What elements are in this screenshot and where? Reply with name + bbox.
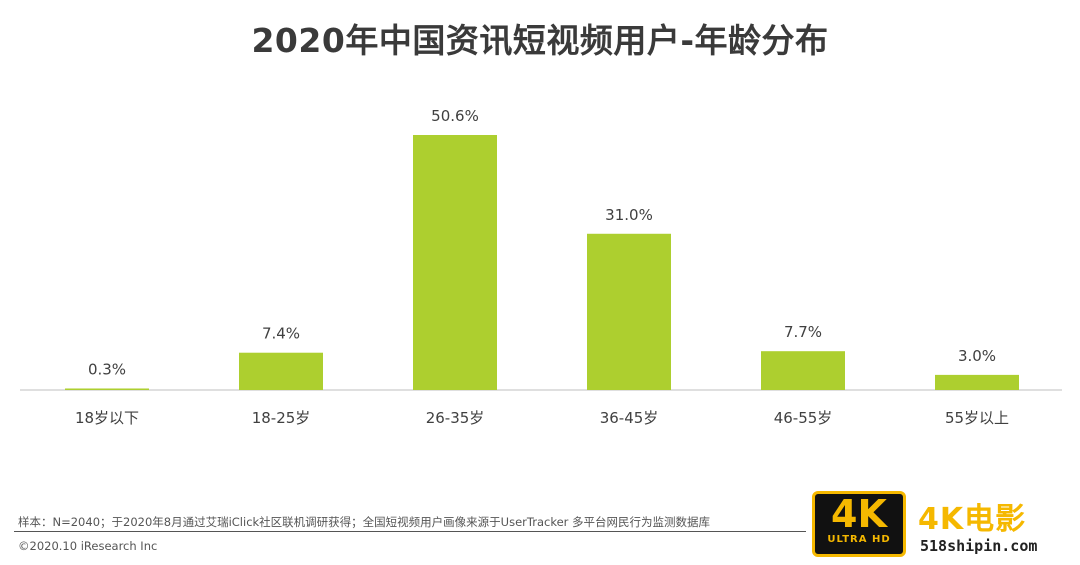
watermark-badge-small: ULTRA HD <box>827 534 891 545</box>
footnote: 样本：N=2040；于2020年8月通过艾瑞iClick社区联机调研获得；全国短… <box>18 515 711 529</box>
bar <box>935 374 1019 390</box>
watermark-badge-big: 4K <box>831 492 887 536</box>
category-label: 55岁以上 <box>945 409 1009 427</box>
category-label: 46-55岁 <box>774 409 833 427</box>
watermark-url: 518shipin.com <box>920 537 1038 555</box>
bar <box>587 233 671 390</box>
data-label: 31.0% <box>605 206 653 224</box>
footnote-divider <box>14 531 806 532</box>
bar-chart: 0.3% 18岁以下 7.4% 18-25岁 50.6% 26-35岁 31.0% 36-45… <box>20 107 1062 427</box>
bar <box>239 352 323 390</box>
data-label: 3.0% <box>958 347 996 365</box>
data-label: 7.4% <box>262 325 300 343</box>
copyright-text: ©2020.10 iResearch Inc <box>18 539 158 553</box>
watermark-4k-logo: 4K ULTRA HD <box>812 491 906 557</box>
category-label: 26-35岁 <box>426 409 485 427</box>
data-label: 7.7% <box>784 323 822 341</box>
category-label: 36-45岁 <box>600 409 659 427</box>
bar <box>413 135 497 390</box>
category-label: 18-25岁 <box>252 409 311 427</box>
bar <box>65 388 149 390</box>
category-label: 18岁以下 <box>75 409 139 427</box>
data-label: 50.6% <box>431 107 479 125</box>
chart-title: 2020年中国资讯短视频用户-年龄分布 <box>251 21 829 60</box>
data-label: 0.3% <box>88 360 126 378</box>
watermark-text: 4K电影 <box>918 502 1027 537</box>
bar <box>761 351 845 390</box>
